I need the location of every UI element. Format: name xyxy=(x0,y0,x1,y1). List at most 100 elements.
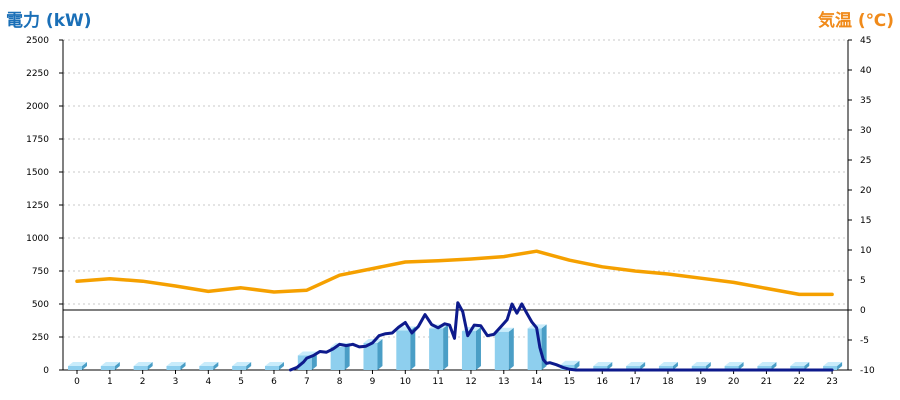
bar-side-23 xyxy=(837,362,843,370)
bar-top-23 xyxy=(823,362,843,366)
bar-top-6 xyxy=(264,362,284,366)
data-lines xyxy=(75,249,834,372)
bar-side-19 xyxy=(705,362,711,370)
right-tick-label-2: 0 xyxy=(860,306,866,316)
power-bar-0 xyxy=(68,362,87,370)
bar-front-12 xyxy=(461,331,476,370)
x-tick-label-21: 21 xyxy=(761,377,772,387)
bar-front-5 xyxy=(232,366,247,370)
bar-front-9 xyxy=(363,342,378,370)
bar-top-18 xyxy=(658,362,678,366)
right-tick-label-6: 20 xyxy=(860,186,872,196)
bar-top-1 xyxy=(100,362,120,366)
bar-side-11 xyxy=(443,324,449,370)
x-tick-label-16: 16 xyxy=(597,377,609,387)
bar-front-2 xyxy=(133,366,148,370)
bar-front-22 xyxy=(790,366,805,370)
bar-top-0 xyxy=(68,362,87,366)
bar-top-17 xyxy=(626,362,646,366)
left-tick-label-2: 500 xyxy=(32,300,49,310)
right-tick-label-8: 30 xyxy=(860,126,872,136)
bar-top-20 xyxy=(724,362,744,366)
power-bar-11 xyxy=(429,324,449,370)
x-tick-label-15: 15 xyxy=(564,377,575,387)
bar-front-4 xyxy=(199,366,214,370)
bar-side-10 xyxy=(410,326,416,370)
bar-top-4 xyxy=(199,362,219,366)
bar-side-22 xyxy=(804,362,810,370)
left-tick-label-8: 2000 xyxy=(26,102,49,112)
power-bar-1 xyxy=(100,362,120,370)
power-bar-21 xyxy=(757,362,777,370)
bar-side-2 xyxy=(147,362,153,370)
bar-front-23 xyxy=(823,366,838,370)
bar-side-21 xyxy=(771,362,777,370)
right-tick-label-4: 10 xyxy=(860,246,872,256)
bar-side-6 xyxy=(278,362,284,370)
power-bar-22 xyxy=(790,362,810,370)
x-tick-label-17: 17 xyxy=(629,377,640,387)
bar-side-12 xyxy=(475,327,481,370)
left-tick-label-6: 1500 xyxy=(26,168,49,178)
x-tick-label-14: 14 xyxy=(531,377,543,387)
right-tick-label-1: -5 xyxy=(860,336,869,346)
bar-side-0 xyxy=(82,362,87,370)
bar-front-8 xyxy=(330,346,345,370)
power-bar-18 xyxy=(658,362,678,370)
bar-side-13 xyxy=(508,327,514,370)
bar-front-16 xyxy=(593,366,608,370)
power-bar-2 xyxy=(133,362,153,370)
left-tick-label-7: 1750 xyxy=(26,135,49,145)
left-tick-label-3: 750 xyxy=(32,267,49,277)
x-tick-label-8: 8 xyxy=(337,377,343,387)
bar-front-19 xyxy=(691,366,706,370)
bar-top-2 xyxy=(133,362,153,366)
x-tick-label-11: 11 xyxy=(432,377,443,387)
bar-top-5 xyxy=(232,362,252,366)
bar-top-3 xyxy=(166,362,186,366)
bar-side-20 xyxy=(738,362,744,370)
bar-side-4 xyxy=(213,362,219,370)
tick-labels: 02505007501000125015001750200022502500-1… xyxy=(26,36,875,387)
x-tick-label-1: 1 xyxy=(107,377,113,387)
power-bar-20 xyxy=(724,362,744,370)
x-tick-label-9: 9 xyxy=(370,377,376,387)
bar-front-3 xyxy=(166,366,181,370)
bar-front-21 xyxy=(757,366,772,370)
bar-side-3 xyxy=(180,362,186,370)
bar-front-10 xyxy=(396,330,411,370)
power-bar-4 xyxy=(199,362,219,370)
power-bar-3 xyxy=(166,362,186,370)
power-bar-13 xyxy=(494,327,514,370)
x-tick-label-18: 18 xyxy=(662,377,674,387)
bar-top-16 xyxy=(593,362,613,366)
bar-top-19 xyxy=(691,362,711,366)
bar-top-22 xyxy=(790,362,810,366)
right-tick-label-11: 45 xyxy=(860,36,871,46)
x-tick-label-5: 5 xyxy=(238,377,244,387)
x-tick-label-19: 19 xyxy=(695,377,707,387)
temperature-line xyxy=(75,249,834,297)
x-tick-label-12: 12 xyxy=(465,377,476,387)
power-bar-6 xyxy=(264,362,284,370)
x-tick-label-0: 0 xyxy=(74,377,80,387)
grid-lines xyxy=(63,39,848,338)
bar-side-5 xyxy=(246,362,252,370)
bar-top-21 xyxy=(757,362,777,366)
bar-front-6 xyxy=(264,366,279,370)
bar-front-0 xyxy=(68,366,82,370)
right-tick-label-10: 40 xyxy=(860,66,872,76)
x-tick-label-6: 6 xyxy=(271,377,277,387)
bar-front-11 xyxy=(429,328,444,370)
x-tick-label-4: 4 xyxy=(205,377,211,387)
left-tick-label-1: 250 xyxy=(32,333,49,343)
right-axis-title: 気温 (℃) xyxy=(817,11,894,31)
bar-side-9 xyxy=(377,338,383,370)
bar-side-17 xyxy=(640,362,646,370)
x-tick-label-2: 2 xyxy=(140,377,146,387)
bar-side-18 xyxy=(672,362,678,370)
x-tick-label-3: 3 xyxy=(173,377,179,387)
x-tick-label-10: 10 xyxy=(400,377,412,387)
bar-front-17 xyxy=(626,366,641,370)
